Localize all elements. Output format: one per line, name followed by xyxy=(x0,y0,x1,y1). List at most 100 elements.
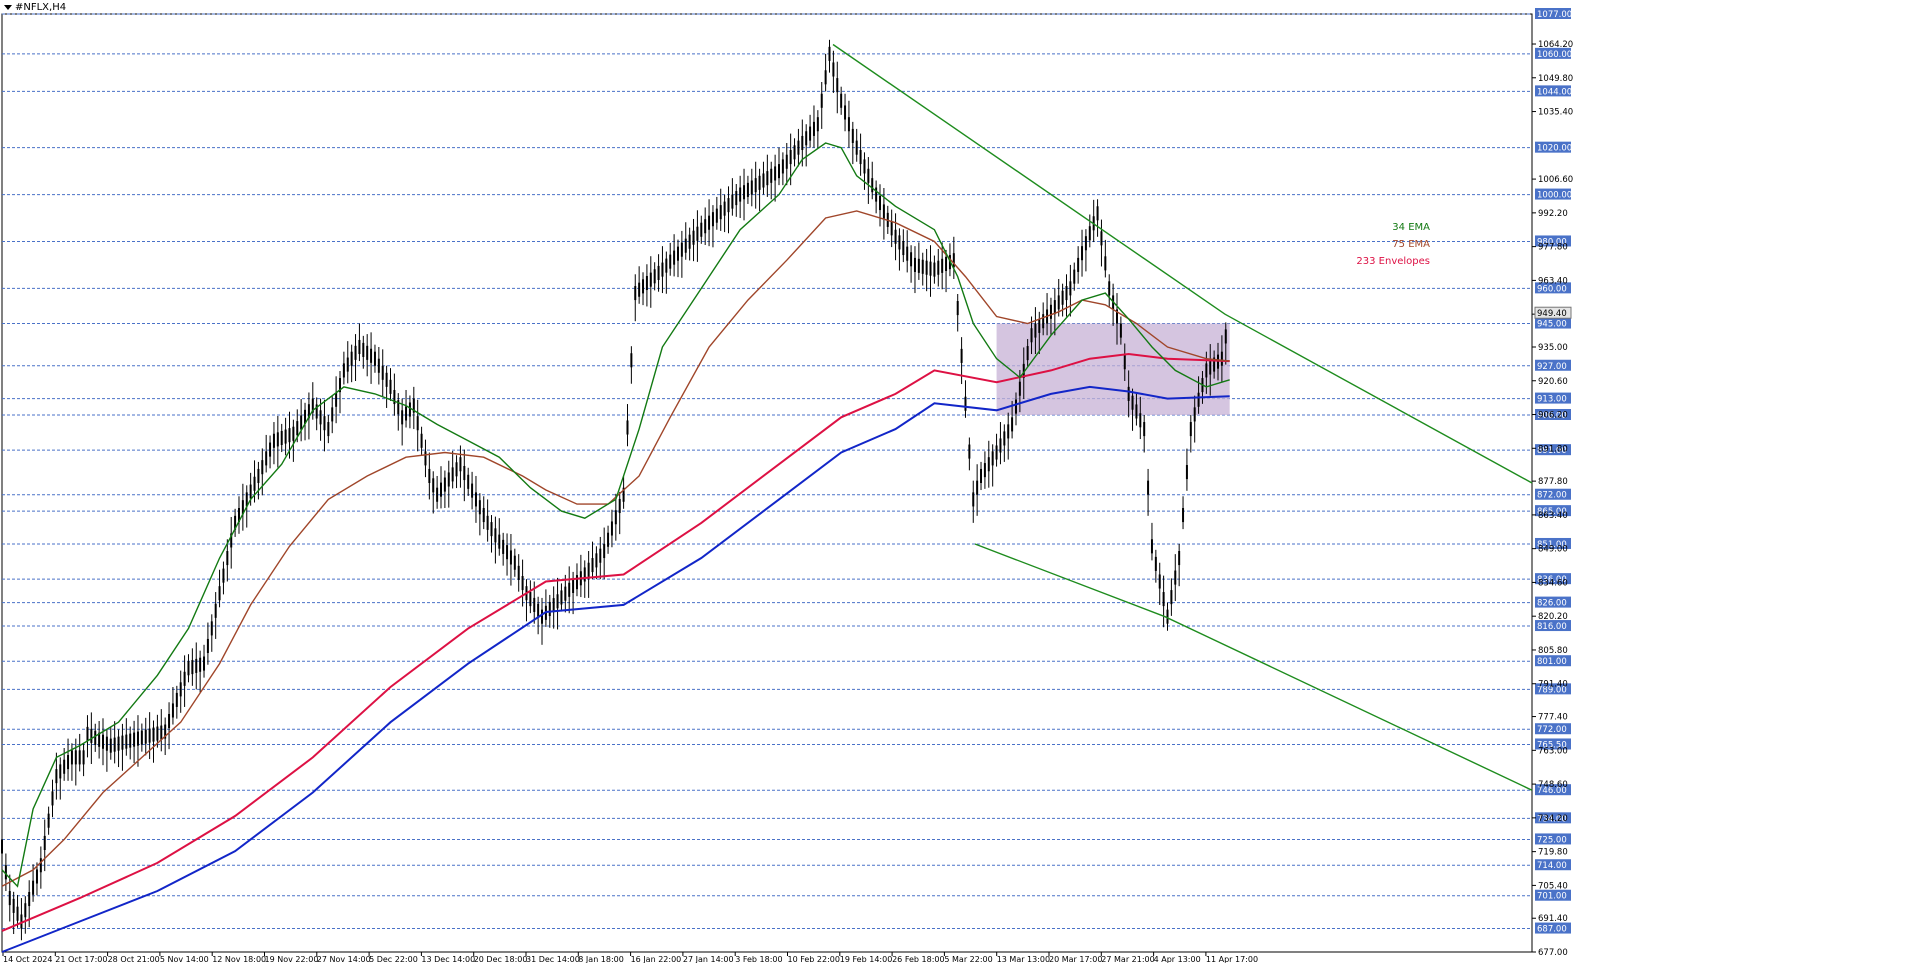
candle-body xyxy=(478,500,481,515)
x-tick-label: 5 Dec 22:00 xyxy=(369,955,418,963)
level-label-text: 891.00 xyxy=(1537,446,1567,456)
candle-body xyxy=(770,168,773,183)
candle-body xyxy=(1158,574,1161,589)
candle-body xyxy=(980,468,983,483)
candle-body xyxy=(723,201,726,216)
candle-body xyxy=(405,406,408,421)
y-tick-label: 719.80 xyxy=(1538,848,1568,858)
candle-body xyxy=(1189,422,1192,437)
candle-body xyxy=(801,135,804,151)
candle-body xyxy=(1073,269,1076,284)
candle-body xyxy=(156,726,159,741)
candle-body xyxy=(292,426,295,441)
level-label-text: 789.00 xyxy=(1537,685,1567,695)
candle-body xyxy=(816,117,819,132)
candle-body xyxy=(1147,480,1150,495)
y-tick-label: 805.80 xyxy=(1538,646,1568,656)
candle-body xyxy=(820,93,823,108)
level-label-text: 1044.00 xyxy=(1537,87,1572,97)
candle-body xyxy=(863,159,866,174)
candle-body xyxy=(541,609,544,624)
candle-body xyxy=(1057,295,1060,310)
candle-body xyxy=(684,238,687,253)
candle-body xyxy=(844,105,847,120)
candle-body xyxy=(1061,290,1064,305)
candle-body xyxy=(968,444,971,459)
candle-body xyxy=(972,492,975,507)
candle-body xyxy=(129,733,132,748)
candle-body xyxy=(847,117,850,132)
candle-body xyxy=(117,736,120,751)
level-label: 687.00 xyxy=(1535,922,1571,935)
level-label-text: 725.00 xyxy=(1537,835,1567,845)
candle-body xyxy=(1115,309,1118,324)
candle-body xyxy=(1108,281,1111,296)
legend-entry: 75 EMA xyxy=(1392,239,1430,250)
level-label-text: 945.00 xyxy=(1537,320,1567,330)
candle-body xyxy=(902,240,905,256)
candle-body xyxy=(575,575,578,590)
candle-body xyxy=(529,592,532,607)
candle-body xyxy=(952,253,955,268)
level-label-text: 851.00 xyxy=(1537,540,1567,550)
candle-body xyxy=(506,545,509,560)
candle-body xyxy=(669,254,672,269)
dropdown-triangle-icon[interactable] xyxy=(4,5,12,10)
candle-body xyxy=(148,728,151,743)
level-label: 765.50 xyxy=(1535,738,1571,750)
candle-body xyxy=(8,891,11,906)
candle-body xyxy=(789,150,792,165)
level-label-bg xyxy=(1535,859,1571,871)
candle-body xyxy=(778,164,780,179)
level-label-bg xyxy=(1535,47,1571,59)
candle-body xyxy=(871,178,874,193)
candle-body xyxy=(335,392,338,407)
candle-body xyxy=(354,345,357,360)
x-tick-label: 19 Feb 14:00 xyxy=(840,955,892,963)
y-tick-label: 1006.60 xyxy=(1538,175,1573,185)
candle-body xyxy=(486,515,489,530)
candle-body xyxy=(739,187,742,202)
candle-body xyxy=(731,194,734,209)
x-tick-label: 8 Jan 18:00 xyxy=(578,955,624,963)
candle-body xyxy=(533,597,536,612)
y-tick-label: 977.80 xyxy=(1538,243,1568,253)
level-label-text: 906.00 xyxy=(1537,411,1567,421)
candle-body xyxy=(552,598,555,613)
y-tick-label: 777.40 xyxy=(1538,713,1568,723)
candle-body xyxy=(482,508,485,523)
candle-body xyxy=(587,562,590,577)
candle-body xyxy=(179,682,182,697)
candle-body xyxy=(1150,539,1153,554)
level-label-text: 1000.00 xyxy=(1537,191,1572,201)
candle-body xyxy=(1193,407,1196,422)
candle-body xyxy=(649,272,652,287)
chart-title-bar[interactable]: #NFLX,H4 xyxy=(4,2,66,13)
candle-body xyxy=(653,269,656,284)
candle-body xyxy=(175,692,178,707)
candle-body xyxy=(673,250,676,265)
candle-body xyxy=(140,730,143,745)
candle-body xyxy=(700,222,703,237)
candle-body xyxy=(929,261,932,276)
candle-body xyxy=(583,567,586,582)
candle-body xyxy=(408,402,411,417)
level-label-text: 765.50 xyxy=(1537,740,1567,750)
candle-body xyxy=(983,463,986,478)
level-label-bg xyxy=(1535,537,1571,549)
candle-body xyxy=(171,703,174,718)
candle-body xyxy=(358,339,361,355)
candle-body xyxy=(121,735,124,750)
x-tick-label: 27 Jan 14:00 xyxy=(683,955,734,963)
level-label: 725.00 xyxy=(1535,833,1571,845)
trendline-lower xyxy=(974,543,1533,791)
candle-body xyxy=(836,78,839,93)
y-tick-label: 863.40 xyxy=(1538,511,1568,521)
candle-body xyxy=(311,398,314,413)
candle-body xyxy=(451,467,454,482)
candle-body xyxy=(832,62,835,77)
level-label-bg xyxy=(1535,408,1571,420)
trendline-upper xyxy=(832,43,1533,484)
level-label: 816.00 xyxy=(1535,620,1571,632)
